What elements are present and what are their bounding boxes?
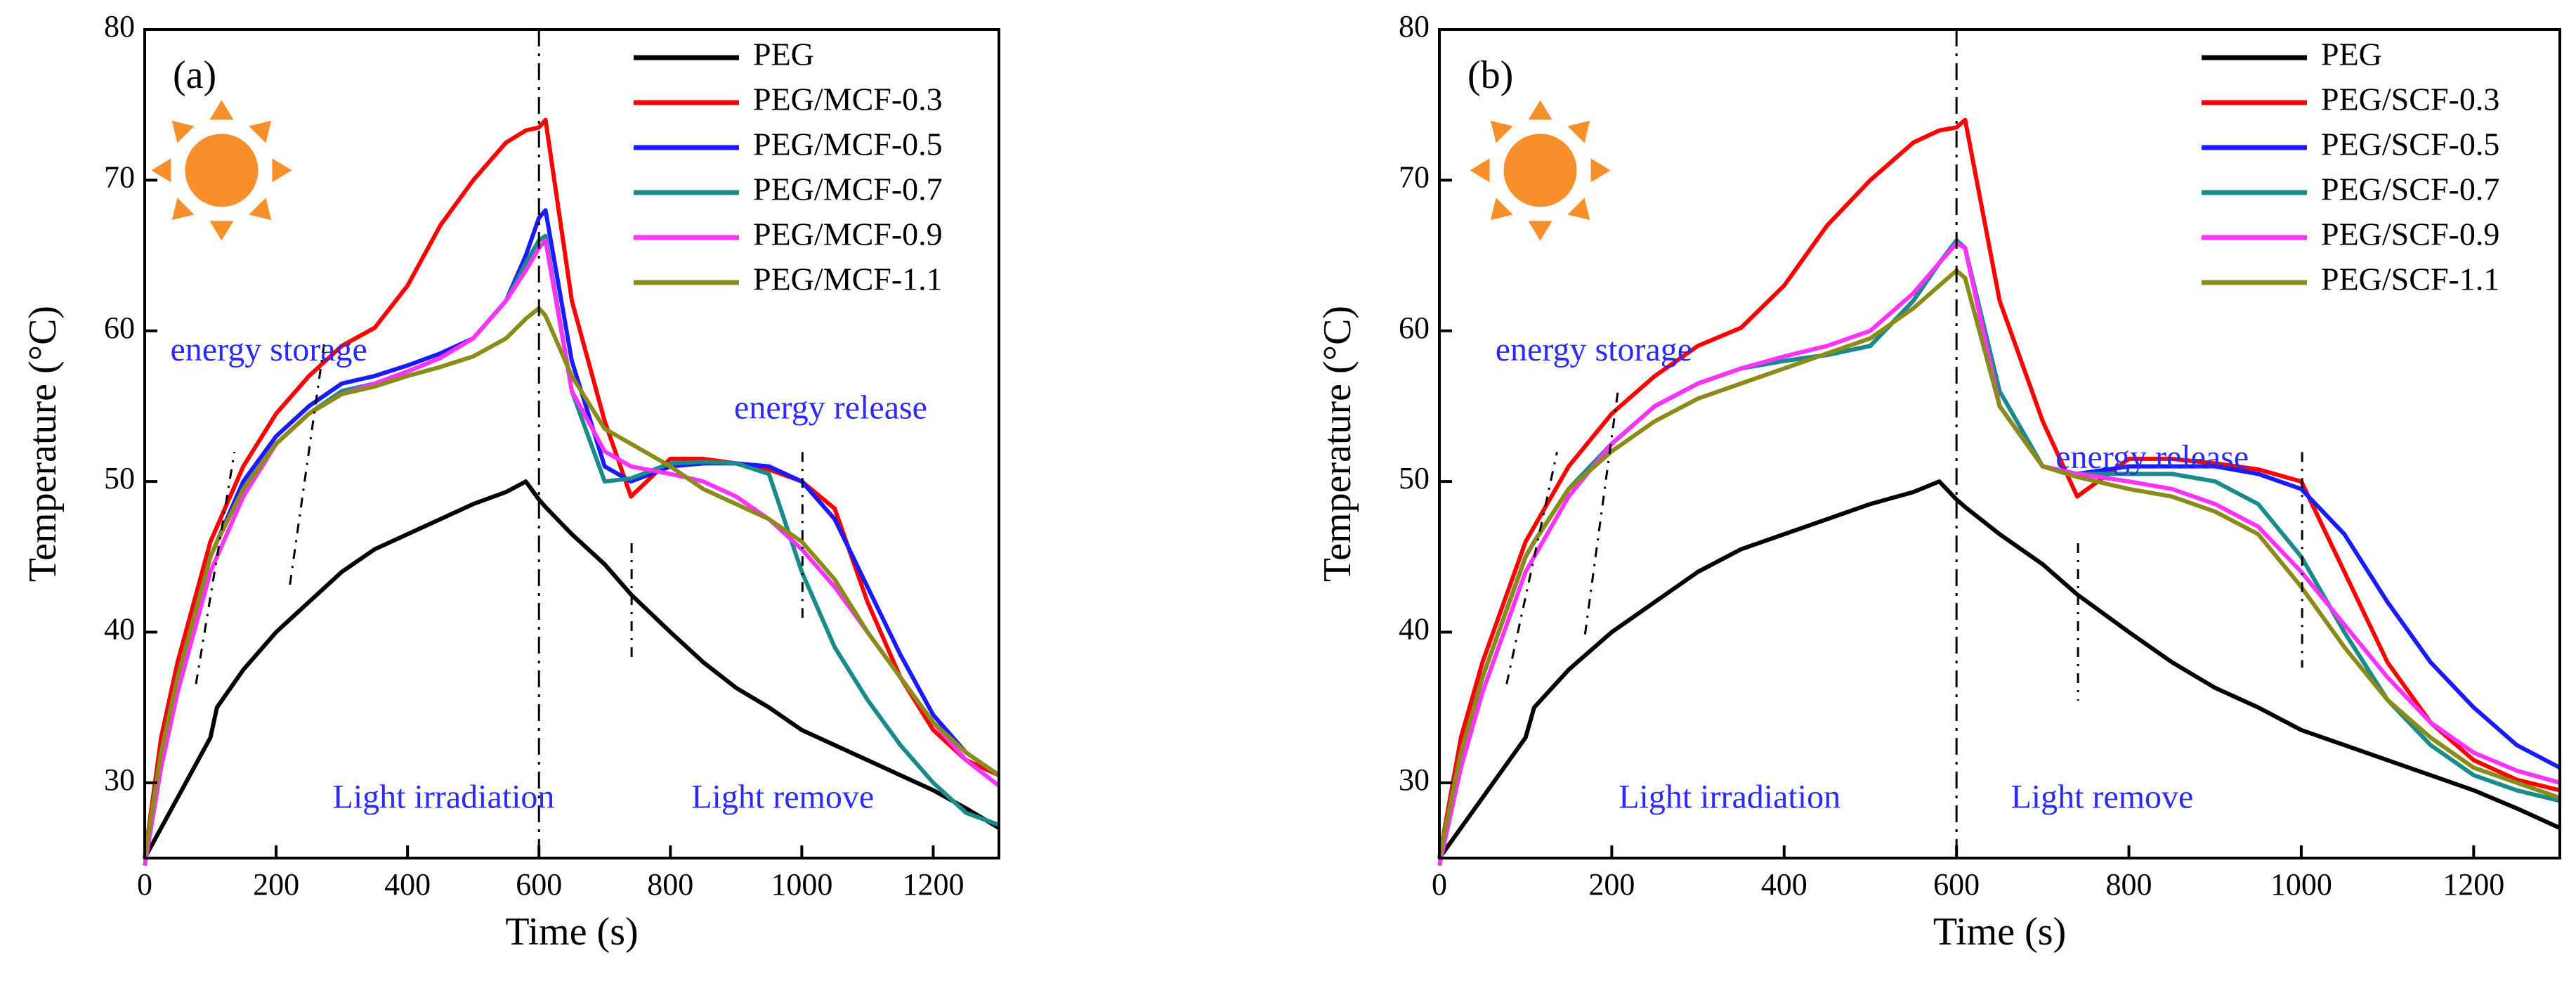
sun-ray xyxy=(1528,100,1552,120)
panel-label: (a) xyxy=(173,53,216,97)
x-tick-label: 200 xyxy=(253,867,299,902)
sun-ray xyxy=(1528,221,1552,241)
x-tick-label: 1200 xyxy=(902,867,964,902)
panel-label: (b) xyxy=(1467,53,1513,97)
series-line xyxy=(143,208,1000,859)
guide xyxy=(1583,385,1620,635)
sun-ray xyxy=(1490,120,1513,143)
sun-ray xyxy=(1567,197,1590,221)
x-tick-label: 1000 xyxy=(2270,867,2332,902)
series-line xyxy=(143,233,1000,859)
annotation: Light irradiation xyxy=(333,778,555,815)
sun xyxy=(185,134,259,207)
x-tick-label: 1200 xyxy=(2443,867,2504,902)
y-tick-label: 80 xyxy=(1399,9,1430,44)
legend-label: PEG/SCF-0.7 xyxy=(2321,171,2499,207)
sun-ray xyxy=(209,100,234,120)
legend-label: PEG xyxy=(2321,37,2382,72)
legend-label: PEG/SCF-0.3 xyxy=(2321,82,2499,117)
x-axis-title: Time (s) xyxy=(505,910,638,954)
x-tick-label: 0 xyxy=(137,867,152,902)
legend-label: PEG/MCF-0.9 xyxy=(753,216,943,252)
y-tick-label: 60 xyxy=(104,311,135,345)
y-tick-label: 30 xyxy=(1399,762,1430,797)
x-axis-title: Time (s) xyxy=(1933,910,2066,954)
guide xyxy=(289,344,325,585)
sun-ray xyxy=(1490,197,1513,221)
y-axis-title: Temperature (°C) xyxy=(21,306,65,582)
y-tick-label: 60 xyxy=(1399,311,1430,345)
legend-label: PEG xyxy=(753,37,814,72)
x-tick-label: 1000 xyxy=(771,867,832,902)
annotation: energy release xyxy=(2055,439,2249,476)
y-tick-label: 70 xyxy=(104,160,135,194)
sun-ray xyxy=(171,120,195,143)
sun-ray xyxy=(249,120,272,143)
y-tick-label: 80 xyxy=(104,9,135,44)
y-axis-title: Temperature (°C) xyxy=(1316,306,1359,582)
y-tick-label: 50 xyxy=(104,461,135,495)
sun-ray xyxy=(1470,158,1490,183)
legend-label: PEG/SCF-0.5 xyxy=(2321,126,2499,162)
legend-label: PEG/SCF-1.1 xyxy=(2321,261,2499,297)
y-tick-label: 70 xyxy=(1399,160,1430,194)
y-tick-label: 30 xyxy=(104,762,135,797)
x-tick-label: 800 xyxy=(2106,867,2152,902)
x-tick-label: 600 xyxy=(516,867,562,902)
y-tick-label: 50 xyxy=(1399,461,1430,495)
x-tick-label: 800 xyxy=(647,867,693,902)
x-tick-label: 0 xyxy=(1432,867,1447,902)
sun-ray xyxy=(209,221,234,241)
annotation: Light remove xyxy=(2011,778,2193,815)
y-tick-label: 40 xyxy=(1399,612,1430,647)
sun-ray xyxy=(272,158,292,183)
plot-frame xyxy=(1438,28,2561,859)
y-tick-label: 40 xyxy=(104,612,135,647)
legend-label: PEG/MCF-0.5 xyxy=(753,126,943,162)
annotation: Light remove xyxy=(691,778,874,815)
series-line xyxy=(143,117,1000,859)
sun xyxy=(1503,134,1577,207)
legend-label: PEG/MCF-0.3 xyxy=(753,82,943,117)
legend-label: PEG/MCF-0.7 xyxy=(753,171,943,207)
sun-ray xyxy=(249,197,272,221)
legend-label: PEG/SCF-0.9 xyxy=(2321,216,2499,252)
series-line xyxy=(143,479,1000,859)
plot-frame xyxy=(143,28,1000,859)
x-tick-label: 600 xyxy=(1933,867,1980,902)
sun-ray xyxy=(171,197,195,221)
annotation: energy release xyxy=(734,389,927,426)
annotation: Light irradiation xyxy=(1619,778,1841,815)
legend-label: PEG/MCF-1.1 xyxy=(753,261,943,297)
series-line xyxy=(1437,479,2561,859)
sun-ray xyxy=(151,158,171,183)
x-tick-label: 400 xyxy=(384,867,431,902)
annotation: energy storage xyxy=(170,331,367,368)
x-tick-label: 400 xyxy=(1761,867,1807,902)
sun-ray xyxy=(1590,158,1611,183)
annotation: energy storage xyxy=(1496,331,1692,368)
series-line xyxy=(1437,117,2561,859)
sun-ray xyxy=(1567,120,1590,143)
x-tick-label: 200 xyxy=(1588,867,1635,902)
